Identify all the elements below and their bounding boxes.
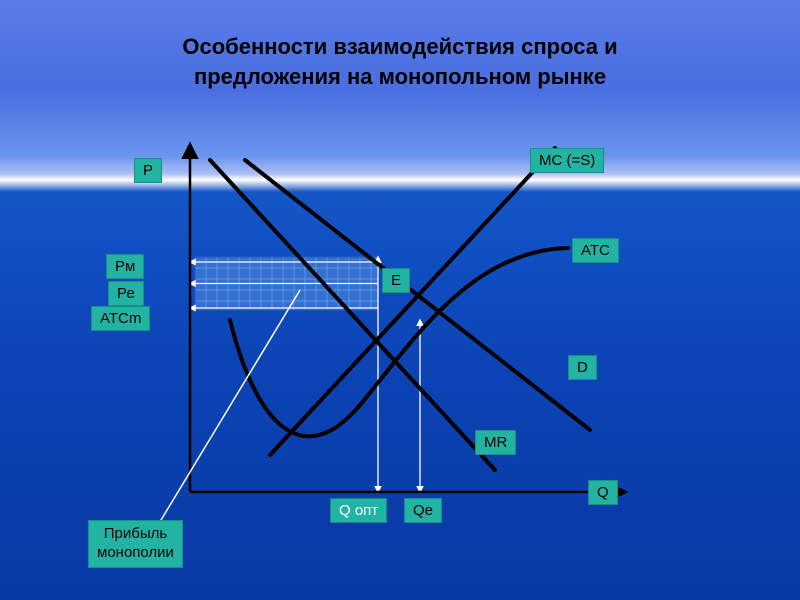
label-pm: Рм xyxy=(106,254,144,279)
label-qe: Qe xyxy=(404,498,442,523)
label-d: D xyxy=(568,355,597,380)
label-atcm: ATCm xyxy=(91,306,150,331)
label-qopt: Q опт xyxy=(330,498,387,523)
slide-title: Особенности взаимодействия спроса и пред… xyxy=(0,32,800,91)
slide-root: { "title_lines": ["Особенности взаимодей… xyxy=(0,0,800,600)
label-pe: Ре xyxy=(108,281,144,306)
label-mr: MR xyxy=(475,430,516,455)
title-line-1: Особенности взаимодействия спроса и xyxy=(182,34,617,59)
label-atc: ATC xyxy=(572,238,619,263)
label-p: P xyxy=(134,158,162,183)
label-q: Q xyxy=(588,480,618,505)
label-e: E xyxy=(382,268,410,293)
label-profit: Прибыльмонополии xyxy=(88,520,183,568)
title-line-2: предложения на монопольном рынке xyxy=(194,64,606,89)
label-mc: MC (=S) xyxy=(530,148,604,173)
